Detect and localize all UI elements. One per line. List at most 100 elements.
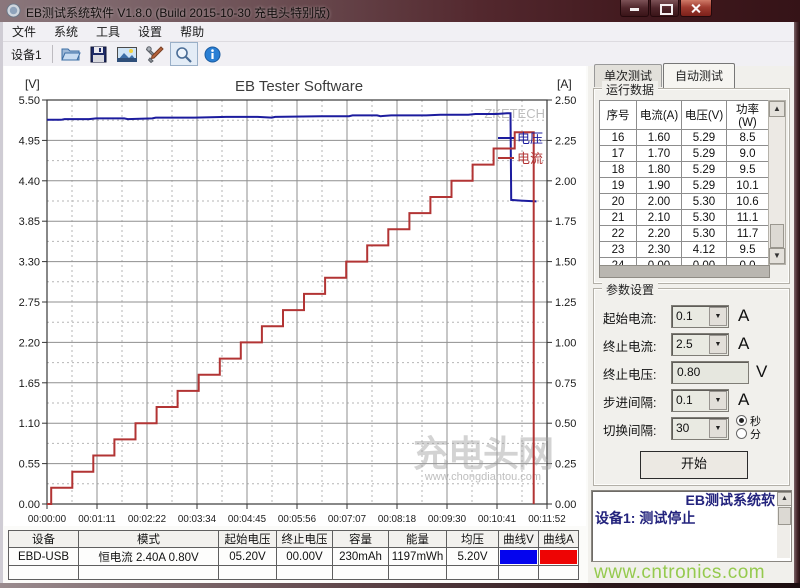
y-right-tick-label: 1.50 [555, 257, 576, 269]
radio-icon [736, 415, 747, 426]
menu-settings[interactable]: 设置 [138, 25, 163, 39]
summary-cell [388, 565, 447, 580]
info-icon [204, 46, 221, 62]
maximize-button[interactable] [650, 0, 679, 17]
table-row[interactable]: 21 2.10 5.30 11.1 [599, 209, 769, 226]
step-interval-combo[interactable]: 0.1 ▼ [671, 389, 729, 412]
menu-help[interactable]: 帮助 [180, 25, 205, 39]
log-scrollbar[interactable]: ▲ [777, 492, 791, 558]
run-data-group-label: 运行数据 [602, 81, 659, 98]
zoom-button[interactable] [169, 42, 198, 66]
x-tick-label: 00:10:41 [478, 514, 516, 525]
table-row[interactable]: 18 1.80 5.29 9.5 [599, 161, 769, 178]
close-button[interactable] [680, 0, 712, 17]
y-left-tick-label: 3.85 [19, 216, 40, 228]
tab-auto-test[interactable]: 自动测试 [663, 63, 736, 88]
summary-column-header: 均压 [446, 530, 499, 548]
run-data-cell: 5.30 [681, 209, 727, 226]
chevron-down-icon[interactable]: ▼ [709, 391, 727, 410]
radio-minutes-label: 分 [750, 428, 761, 441]
run-data-cell: 1.80 [636, 161, 682, 178]
run-data-cell: 22 [599, 225, 637, 242]
save-button[interactable] [86, 43, 112, 65]
scroll-up-arrow-icon[interactable]: ▲ [769, 101, 785, 117]
legend-label: 电流 [517, 151, 543, 166]
menu-system[interactable]: 系统 [54, 25, 79, 39]
summary-cell: 5.20V [446, 547, 499, 566]
summary-cell [8, 565, 79, 580]
summary-cell [498, 565, 539, 580]
table-row[interactable]: 23 2.30 4.12 9.5 [599, 241, 769, 258]
run-data-vscrollbar[interactable]: ▲ ▼ [768, 100, 786, 265]
open-file-button[interactable] [58, 43, 84, 65]
run-data-cell: 5.29 [681, 145, 727, 162]
param-row-start-current: 起始电流: 0.1 ▼ A [594, 305, 789, 328]
chevron-down-icon[interactable]: ▼ [709, 307, 727, 326]
y-left-tick-label: 3.30 [19, 257, 40, 269]
y-right-tick-label: 1.00 [555, 337, 576, 349]
summary-table-wrap: 设备 模式 起始电压 终止电压 容量 能量 均压 曲线V 曲线A EBD-USB 恒电流 2.40A… [8, 530, 579, 580]
run-data-cell: 10.1 [726, 177, 769, 194]
run-data-column-header: 电流(A) [636, 100, 682, 130]
export-image-button[interactable] [114, 43, 140, 65]
start-current-value: 0.1 [676, 309, 693, 323]
x-tick-label: 00:05:56 [278, 514, 317, 525]
chevron-down-icon[interactable]: ▼ [709, 419, 727, 438]
minimize-button[interactable] [620, 0, 649, 17]
summary-cell: 230mAh [332, 547, 389, 566]
start-button[interactable]: 开始 [640, 451, 748, 479]
x-tick-label: 00:03:34 [178, 514, 217, 525]
summary-cell [78, 565, 219, 580]
client-area: EB Tester Software [V] [A] 5.50 4.95 4.40 3.85… [3, 63, 794, 583]
scroll-down-arrow-icon[interactable]: ▼ [769, 248, 785, 264]
table-row: EBD-USB 恒电流 2.40A 0.80V 05.20V 00.00V 230mAh… [8, 547, 579, 566]
scroll-thumb[interactable] [770, 224, 784, 248]
radio-seconds[interactable]: 秒 [736, 414, 761, 428]
table-row[interactable]: 17 1.70 5.29 9.0 [599, 145, 769, 162]
toolbar: 设备1 [3, 42, 794, 67]
scroll-thumb[interactable] [778, 507, 791, 525]
toolbar-separator [51, 45, 53, 63]
info-button[interactable] [200, 43, 226, 65]
table-row[interactable]: 20 2.00 5.30 10.6 [599, 193, 769, 210]
run-data-hscrollbar[interactable] [599, 265, 770, 278]
summary-table: 设备 模式 起始电压 终止电压 容量 能量 均压 曲线V 曲线A EBD-USB 恒电流 2.40A… [8, 530, 579, 580]
y-left-tick-label: 1.10 [19, 418, 40, 430]
summary-column-header: 设备 [8, 530, 79, 548]
window-controls [619, 0, 712, 18]
menu-tools[interactable]: 工具 [96, 25, 121, 39]
series-电压 [47, 112, 537, 203]
end-current-combo[interactable]: 2.5 ▼ [671, 333, 729, 356]
run-data-cell: 21 [599, 209, 637, 226]
maximize-icon [660, 4, 673, 15]
start-current-unit: A [738, 306, 750, 325]
switch-interval-combo[interactable]: 30 ▼ [671, 417, 729, 440]
summary-cell: EBD-USB [8, 547, 79, 566]
run-data-cell: 11.7 [726, 225, 769, 242]
summary-column-header: 终止电压 [276, 530, 333, 548]
menu-file[interactable]: 文件 [12, 25, 37, 39]
radio-minutes[interactable]: 分 [736, 427, 761, 441]
table-row[interactable]: 19 1.90 5.29 10.1 [599, 177, 769, 194]
run-data-table: 序号 电流(A) 电压(V) 功率(W) 16 1.60 5.29 8.5 17 1.70 5.2… [599, 100, 769, 274]
y-right-tick-label: 2.25 [555, 135, 576, 147]
chevron-down-icon[interactable]: ▼ [709, 335, 727, 354]
scroll-up-arrow-icon[interactable]: ▲ [777, 492, 791, 506]
tools-button[interactable] [142, 43, 168, 65]
table-row[interactable]: 22 2.20 5.30 11.7 [599, 225, 769, 242]
run-data-cell: 1.70 [636, 145, 682, 162]
table-row[interactable]: 16 1.60 5.29 8.5 [599, 129, 769, 146]
right-panel: 单次测试 自动测试 运行数据 序号 电流(A) 电压(V) 功率(W) 16 1.60 5… [588, 63, 794, 583]
x-tick-label: 00:01:11 [78, 514, 115, 525]
log-box[interactable]: EB测试系统软 设备1: 测试停止 ▲ [591, 490, 792, 562]
run-data-group: 运行数据 序号 电流(A) 电压(V) 功率(W) 16 1.60 5.29 8.5 17 1.… [593, 81, 790, 284]
x-tick-label: 00:02:22 [128, 514, 166, 525]
run-data-cell: 5.29 [681, 161, 727, 178]
app-icon [6, 3, 21, 18]
summary-column-header: 曲线V [498, 530, 539, 548]
end-voltage-input[interactable]: 0.80 [671, 361, 749, 384]
y-left-tick-label: 2.20 [19, 337, 40, 349]
start-current-combo[interactable]: 0.1 ▼ [671, 305, 729, 328]
chart-canvas: EB Tester Software [V] [A] 5.50 4.95 4.40 3.85… [19, 77, 577, 525]
menu-bar: 文件 系统 工具 设置 帮助 [3, 22, 794, 42]
